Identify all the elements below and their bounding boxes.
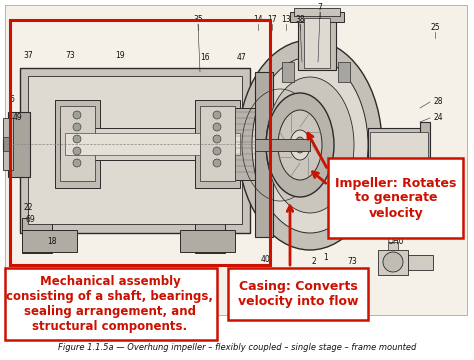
Ellipse shape <box>213 147 221 155</box>
Text: 35: 35 <box>193 15 203 24</box>
Text: 73: 73 <box>65 50 75 59</box>
Ellipse shape <box>213 135 221 143</box>
Text: 73: 73 <box>347 257 357 266</box>
Bar <box>255 139 310 151</box>
Bar <box>180 230 235 252</box>
Ellipse shape <box>290 130 310 160</box>
Ellipse shape <box>213 111 221 119</box>
Bar <box>3 137 11 151</box>
Ellipse shape <box>73 159 81 167</box>
Text: 14: 14 <box>253 15 263 24</box>
Text: 6: 6 <box>9 95 14 104</box>
Ellipse shape <box>73 147 81 155</box>
Bar <box>255 72 273 237</box>
Bar <box>370 132 428 158</box>
Text: 37: 37 <box>23 50 33 59</box>
Bar <box>5 268 217 340</box>
Text: 28: 28 <box>433 98 443 107</box>
Text: 25: 25 <box>335 225 345 234</box>
Bar <box>65 133 240 155</box>
Ellipse shape <box>73 135 81 143</box>
Text: 13: 13 <box>281 15 291 24</box>
Bar <box>408 255 433 270</box>
Text: 40: 40 <box>261 256 271 265</box>
Ellipse shape <box>278 110 322 180</box>
Bar <box>22 218 52 253</box>
Text: 18: 18 <box>47 238 57 247</box>
Bar <box>235 108 257 180</box>
Text: Casing: Converts
velocity into flow: Casing: Converts velocity into flow <box>238 280 358 308</box>
Ellipse shape <box>295 137 305 153</box>
Text: 7: 7 <box>318 4 322 13</box>
Ellipse shape <box>266 93 334 197</box>
Bar <box>200 106 235 181</box>
Ellipse shape <box>213 159 221 167</box>
Bar <box>55 100 100 188</box>
Ellipse shape <box>238 40 382 250</box>
Bar <box>290 12 344 22</box>
Bar <box>378 250 408 275</box>
Text: 24: 24 <box>433 113 443 122</box>
Bar <box>10 20 270 265</box>
Bar <box>28 76 242 224</box>
Text: Impeller: Rotates
to generate
velocity: Impeller: Rotates to generate velocity <box>335 176 456 220</box>
Text: 19: 19 <box>115 50 125 59</box>
Bar <box>368 128 428 162</box>
Bar <box>388 242 398 250</box>
Bar <box>60 106 95 181</box>
Ellipse shape <box>252 57 368 233</box>
Bar <box>294 8 340 16</box>
Bar <box>195 100 240 188</box>
Ellipse shape <box>73 123 81 131</box>
Text: 16: 16 <box>200 54 210 63</box>
Text: 47: 47 <box>237 54 247 63</box>
Bar <box>195 218 225 253</box>
Bar <box>304 18 330 68</box>
Text: 69: 69 <box>25 216 35 225</box>
Text: 17: 17 <box>267 15 277 24</box>
Bar <box>3 118 13 170</box>
Bar <box>60 128 245 160</box>
Text: 38: 38 <box>295 15 305 24</box>
Bar <box>338 62 350 82</box>
Ellipse shape <box>213 123 221 131</box>
Text: 25: 25 <box>430 23 440 32</box>
Bar <box>228 268 368 320</box>
Bar <box>328 158 463 238</box>
Bar <box>420 122 430 168</box>
Text: 2: 2 <box>311 257 316 266</box>
Bar <box>298 15 336 70</box>
Bar <box>5 5 467 315</box>
Ellipse shape <box>73 111 81 119</box>
Bar <box>20 68 250 233</box>
Text: 22: 22 <box>23 203 33 212</box>
Text: 1: 1 <box>324 253 328 262</box>
Ellipse shape <box>383 252 403 272</box>
Text: OH0: OH0 <box>388 238 404 247</box>
Bar <box>8 112 30 177</box>
Ellipse shape <box>266 77 354 213</box>
Text: 49: 49 <box>13 113 23 122</box>
Bar <box>22 230 77 252</box>
Text: Figure 1.1.5a — Overhung impeller – flexibly coupled – single stage – frame moun: Figure 1.1.5a — Overhung impeller – flex… <box>58 343 416 352</box>
Text: Mechanical assembly
consisting of a shaft, bearings,
sealing arrangement, and
st: Mechanical assembly consisting of a shaf… <box>7 275 213 333</box>
Bar <box>282 62 294 82</box>
